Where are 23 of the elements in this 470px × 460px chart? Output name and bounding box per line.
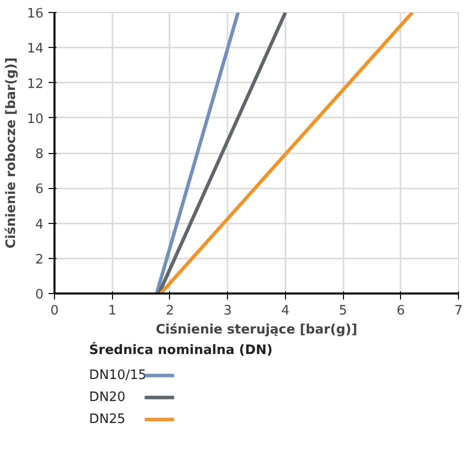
x-tick-label: 7 <box>454 304 463 318</box>
y-tick-label: 0 <box>35 288 44 302</box>
y-tick-label: 14 <box>26 42 44 57</box>
legend-label: DN25 <box>89 412 126 427</box>
y-tick-label: 4 <box>35 217 44 232</box>
x-tick-label: 2 <box>166 304 174 318</box>
x-tick-label: 4 <box>281 304 290 318</box>
y-axis-title: Ciśnienie robocze [bar(g)] <box>4 57 19 249</box>
y-tick-label: 2 <box>35 252 44 268</box>
x-tick-label: 5 <box>338 304 348 318</box>
y-tick-label: 6 <box>35 182 44 198</box>
y-tick-label: 16 <box>26 6 44 22</box>
y-tick-label: 10 <box>26 112 44 127</box>
y-tick-label: 12 <box>26 76 44 92</box>
x-tick-label: 1 <box>108 304 116 318</box>
x-axis-title: Ciśnienie sterujące [bar(g)] <box>156 322 358 338</box>
y-tick-label: 8 <box>35 147 44 162</box>
x-tick-label: 0 <box>50 304 59 318</box>
legend-title: Średnica nominalna (DN) <box>89 341 273 358</box>
x-tick-label: 6 <box>396 304 405 318</box>
x-tick-label: 3 <box>224 304 232 318</box>
legend-label: DN20 <box>89 390 126 405</box>
legend-label: DN10/15 <box>89 368 146 383</box>
